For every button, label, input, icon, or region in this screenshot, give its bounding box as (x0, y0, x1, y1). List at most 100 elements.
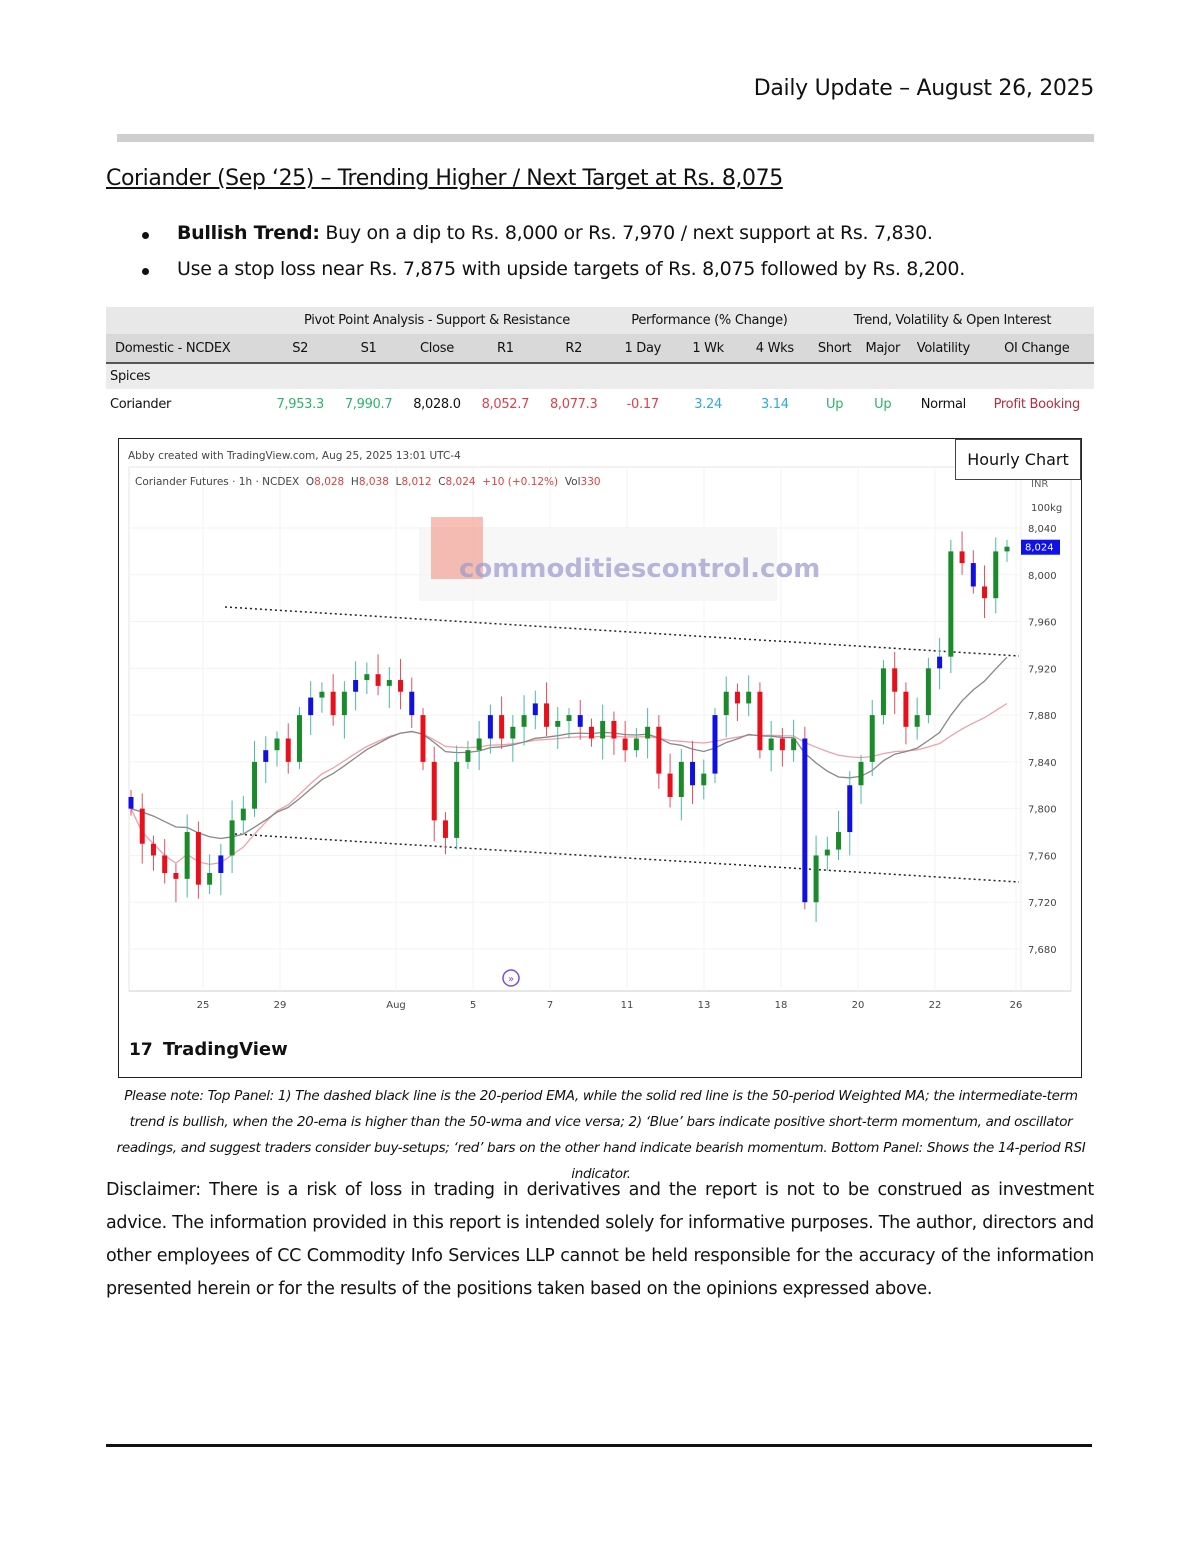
pivot-table: Pivot Point Analysis - Support & Resista… (106, 307, 1094, 419)
column-header: R1 (471, 334, 540, 364)
column-header: Short (810, 334, 859, 364)
x-tick-label: 13 (698, 1000, 711, 1011)
hourly-chart-badge: Hourly Chart (955, 439, 1081, 480)
bullet-text: Use a stop loss near Rs. 7,875 with upsi… (177, 258, 965, 280)
y-tick-label: 7,800 (1028, 805, 1057, 816)
candle-body (847, 785, 853, 833)
candle-body (869, 715, 875, 762)
x-tick-label: 7 (547, 1000, 553, 1011)
candle-body (330, 691, 336, 716)
candle-body (768, 738, 774, 751)
go-to-realtime-icon[interactable] (502, 969, 520, 987)
candle-body (386, 680, 392, 686)
candle-body (375, 674, 381, 686)
candle-body (611, 720, 617, 739)
candle-body (454, 761, 460, 838)
candle-body (487, 715, 493, 739)
chart-symbol-ohlc: Coriander Futures · 1h · NCDEX O8,028 H8… (135, 476, 601, 488)
column-header: 1 Wk (677, 334, 739, 364)
y-tick-label: 7,720 (1028, 898, 1057, 909)
table-cell: 7,990.7 (344, 396, 393, 412)
price-chart: 7,680 7,720 7,760 7,800 7,840 7,880 7,920 7,960… (118, 438, 1082, 1078)
bullet-text: Buy on a dip to Rs. 8,000 or Rs. 7,970 /… (319, 222, 933, 244)
x-tick-label: 20 (852, 1000, 865, 1011)
arrow-icon: » (508, 974, 514, 985)
candle-body (1004, 546, 1010, 552)
candle-body (914, 715, 920, 727)
candle-body (364, 674, 370, 681)
y-tick-label: 7,960 (1028, 618, 1057, 629)
y-tick-label: 8,040 (1028, 524, 1057, 535)
table-cell: 8,077.3 (549, 396, 598, 412)
x-tick-label: Aug (386, 1000, 406, 1011)
ohlc-part: 330 (581, 476, 601, 488)
candle-body (982, 586, 988, 599)
candle-body (398, 680, 404, 692)
candle-body (532, 703, 538, 716)
candle-body (184, 832, 190, 879)
x-tick-label: 29 (274, 1000, 287, 1011)
candle-body (925, 668, 931, 716)
candle-body (824, 849, 830, 856)
candle-body (207, 872, 213, 885)
ohlc-part: 8,024 (446, 476, 483, 488)
candle-body (341, 691, 347, 716)
group-header: Trend, Volatility & Open Interest (810, 307, 1094, 334)
candle-body (734, 691, 740, 704)
candle-body (757, 691, 763, 751)
candle-body (622, 738, 628, 751)
candle-body (139, 808, 145, 844)
column-header: S2 (266, 334, 335, 364)
candle-body (746, 691, 752, 704)
report-date-header: Daily Update – August 26, 2025 (753, 76, 1095, 101)
table-cell: Normal (920, 396, 967, 412)
ohlc-part: Vol (565, 476, 581, 488)
y-tick-label: 7,880 (1028, 711, 1057, 722)
watermark-text: commoditiescontrol.com (459, 554, 820, 584)
candle-body (858, 761, 864, 786)
table-cell: Up (826, 396, 844, 412)
candle-body (218, 855, 224, 873)
group-header: Pivot Point Analysis - Support & Resista… (266, 307, 608, 334)
y-tick-label: 7,920 (1028, 664, 1057, 675)
ohlc-part: L (396, 476, 402, 488)
group-header: Performance (% Change) (607, 307, 811, 334)
candle-body (240, 808, 246, 821)
section-label: Spices (106, 363, 1094, 389)
bullet-bold: Bullish Trend: (177, 222, 320, 244)
y-tick-label: 8,000 (1028, 571, 1057, 582)
x-tick-label: 25 (197, 1000, 210, 1011)
candle-body (510, 726, 516, 739)
table-cell: 8,028.0 (413, 396, 461, 412)
column-header: Domestic - NCDEX (106, 334, 267, 364)
table-cell: -0.17 (626, 396, 659, 412)
bullet-item: Bullish Trend: Buy on a dip to Rs. 8,000… (140, 222, 965, 258)
candle-body (128, 796, 134, 809)
y-tick-label: 7,680 (1028, 945, 1057, 956)
watermark-logo (431, 517, 483, 579)
candle-body (723, 691, 729, 716)
last-price-label: 8,024 (1025, 543, 1054, 554)
column-header: 1 Day (607, 334, 678, 364)
candle-body (690, 761, 696, 786)
candle-body (813, 855, 819, 903)
footer-divider (106, 1444, 1092, 1447)
y-tick-label: 7,760 (1028, 851, 1057, 862)
column-header: Major (858, 334, 908, 364)
candle-body (566, 715, 572, 721)
ohlc-part: C (438, 476, 445, 488)
candle-body (802, 738, 808, 903)
table-cell: 3.14 (760, 396, 789, 412)
candle-body (308, 697, 314, 716)
ohlc-part: H (351, 476, 359, 488)
column-header: Close (402, 334, 472, 364)
ohlc-part: O (306, 476, 314, 488)
candle-body (229, 820, 235, 856)
candle-body (544, 703, 550, 727)
candle-body (555, 720, 561, 727)
candle-body (937, 656, 943, 669)
candle-body (791, 738, 797, 751)
candle-body (880, 668, 886, 716)
quantity-unit: 100kg (1031, 503, 1062, 514)
table-cell: 7,953.3 (276, 396, 324, 412)
